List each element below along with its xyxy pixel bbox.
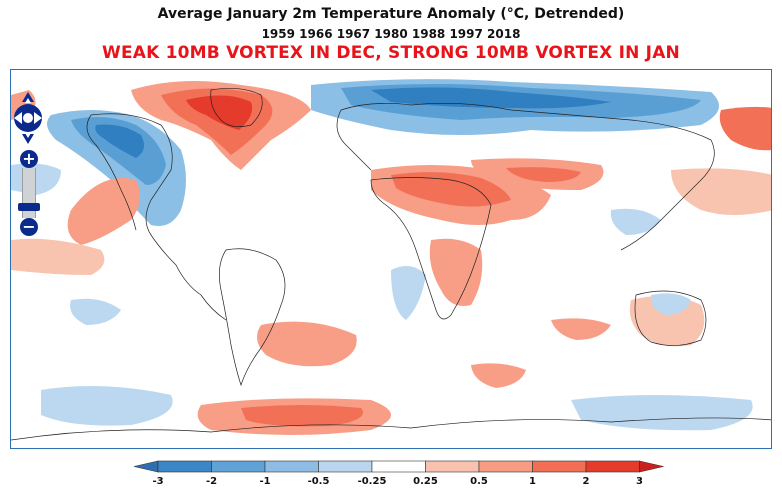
legend-swatch bbox=[211, 460, 266, 473]
pan-down-icon bbox=[22, 134, 34, 144]
zoom-slider-handle[interactable] bbox=[18, 203, 40, 211]
vortex-subtitle: WEAK 10MB VORTEX IN DEC, STRONG 10MB VOR… bbox=[102, 43, 680, 63]
legend-swatch bbox=[318, 460, 373, 473]
legend-low-arrow bbox=[133, 460, 159, 473]
warm-anomaly-north-pacific bbox=[67, 178, 140, 245]
legend-swatch bbox=[478, 460, 533, 473]
legend-swatch bbox=[157, 460, 212, 473]
legend-colorbar bbox=[133, 460, 664, 473]
pan-left-icon bbox=[14, 112, 22, 124]
legend-tick-label: 0.25 bbox=[413, 476, 438, 487]
legend-swatch bbox=[425, 460, 480, 473]
legend-tick-label: -3 bbox=[152, 476, 164, 487]
map-navigation-control[interactable]: + − bbox=[12, 90, 44, 240]
pan-arrows-icon[interactable] bbox=[12, 90, 44, 150]
legend-swatch bbox=[532, 460, 587, 473]
legend-swatch bbox=[264, 460, 319, 473]
legend-tick-label: -0.25 bbox=[357, 476, 387, 487]
warm-anomaly-south-pacific bbox=[257, 321, 357, 367]
coast-south-america bbox=[219, 248, 286, 387]
coast-north-america bbox=[86, 113, 227, 321]
coast-eurasia bbox=[336, 102, 715, 251]
legend-high-arrow bbox=[639, 460, 664, 473]
legend-tick-label: -2 bbox=[205, 476, 218, 487]
warm-anomaly-east-asia bbox=[719, 106, 771, 151]
coast-antarctica bbox=[11, 417, 771, 441]
coast-australia bbox=[634, 290, 707, 346]
coastlines bbox=[11, 88, 771, 441]
pan-right-icon bbox=[34, 112, 42, 124]
legend-tick-label: 1 bbox=[529, 476, 536, 487]
years-subtitle: 1959 1966 1967 1980 1988 1997 2018 bbox=[261, 27, 521, 41]
pan-up-icon bbox=[22, 92, 34, 102]
map-panel[interactable] bbox=[10, 69, 772, 449]
coast-greenland bbox=[210, 88, 263, 127]
color-legend: -3 -2 -1 -0.5 -0.25 0.25 0.5 1 2 3 bbox=[0, 459, 782, 491]
zoom-in-button[interactable]: + bbox=[20, 150, 38, 168]
anomaly-fields bbox=[11, 79, 771, 435]
map-title: Average January 2m Temperature Anomaly (… bbox=[157, 6, 625, 22]
legend-tick-label: 2 bbox=[582, 476, 590, 487]
coast-africa bbox=[370, 177, 492, 320]
legend-swatch bbox=[585, 460, 640, 473]
zoom-out-button[interactable]: − bbox=[20, 218, 38, 236]
temperature-anomaly-map[interactable] bbox=[11, 70, 772, 449]
legend-swatch bbox=[371, 460, 426, 473]
legend-tick-label: 3 bbox=[636, 476, 643, 487]
legend-tick-label: -1 bbox=[259, 476, 271, 487]
warm-anomaly-southern-africa bbox=[429, 238, 483, 306]
legend-tick-label: -0.5 bbox=[307, 476, 330, 487]
legend-tick-label: 0.5 bbox=[470, 476, 488, 487]
